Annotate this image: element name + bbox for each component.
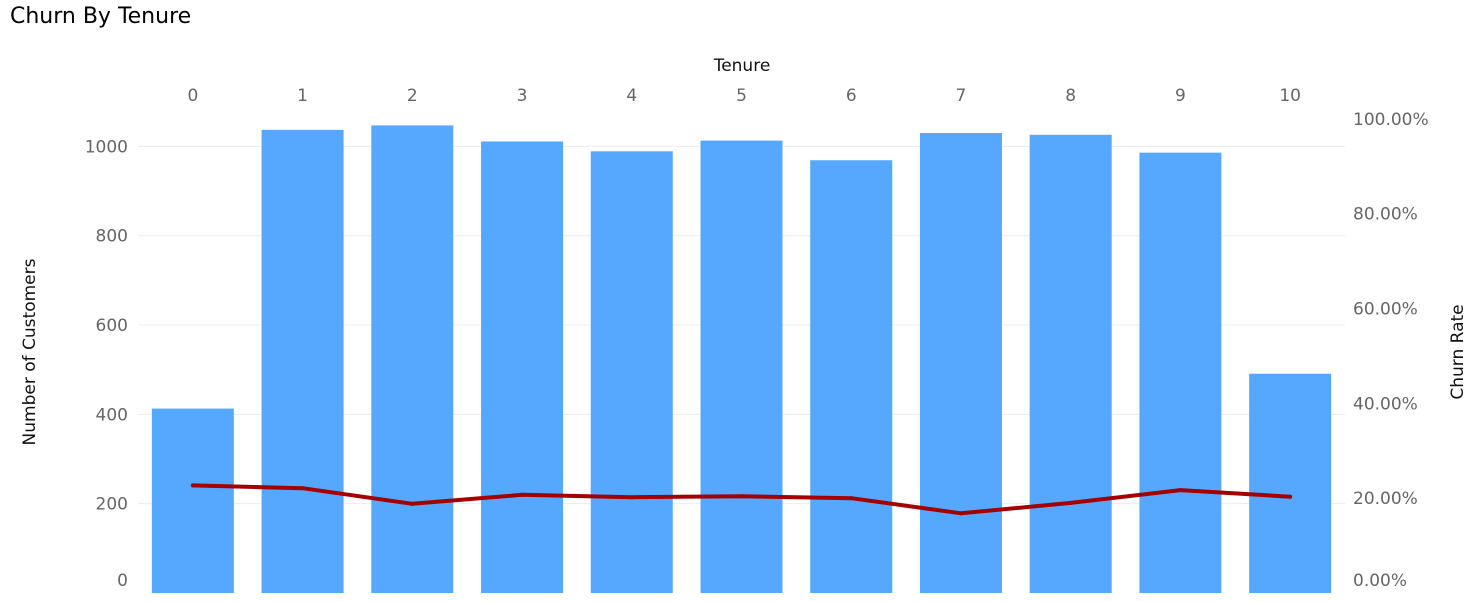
y-tick-label: 1000 <box>85 137 128 157</box>
y2-tick-label: 0.00% <box>1353 571 1407 591</box>
x-tick-label: 3 <box>517 86 528 106</box>
churn-rate-point <box>1178 488 1183 493</box>
bar <box>919 133 1002 593</box>
x-tick-label: 10 <box>1279 86 1301 106</box>
y2-tick-labels: 0.00% 20.00% 40.00% 60.00% 80.00% 100.00% <box>1353 110 1429 591</box>
y-tick-labels: 0 200 400 600 800 1000 <box>85 137 128 591</box>
bar <box>1139 152 1222 593</box>
bar <box>371 125 454 593</box>
y2-tick-label: 100.00% <box>1353 110 1429 130</box>
y2-tick-label: 40.00% <box>1353 394 1418 414</box>
bar <box>481 141 564 593</box>
churn-rate-point <box>1068 500 1073 505</box>
bar <box>1029 134 1112 593</box>
bar <box>590 151 673 594</box>
churn-rate-point <box>958 511 963 516</box>
churn-rate-point <box>300 486 305 491</box>
bar <box>261 129 344 593</box>
bar <box>700 140 783 594</box>
x-tick-label: 2 <box>407 86 418 106</box>
x-axis-title: Tenure <box>713 56 771 76</box>
bars <box>151 125 1332 594</box>
x-tick-label: 8 <box>1065 86 1076 106</box>
y-tick-label: 400 <box>96 405 128 425</box>
y-axis-title: Number of Customers <box>20 258 40 445</box>
x-tick-label: 6 <box>846 86 857 106</box>
y-tick-label: 800 <box>96 227 128 247</box>
churn-rate-point <box>190 483 195 488</box>
y-tick-label: 600 <box>96 316 128 336</box>
churn-rate-point <box>739 494 744 499</box>
x-tick-label: 0 <box>187 86 198 106</box>
y2-tick-label: 80.00% <box>1353 205 1418 225</box>
x-tick-labels: 0 1 2 3 4 5 6 7 8 9 10 <box>187 86 1301 106</box>
x-tick-label: 4 <box>626 86 637 106</box>
x-tick-label: 5 <box>736 86 747 106</box>
churn-rate-point <box>410 501 415 506</box>
y-tick-label: 200 <box>96 495 128 515</box>
churn-rate-point <box>1288 494 1293 499</box>
bar <box>151 408 234 593</box>
churn-rate-point <box>629 495 634 500</box>
x-tick-label: 7 <box>956 86 967 106</box>
churn-rate-point <box>520 492 525 497</box>
y2-tick-label: 60.00% <box>1353 299 1418 319</box>
y-tick-label: 0 <box>117 571 128 591</box>
x-tick-label: 9 <box>1175 86 1186 106</box>
churn-rate-point <box>849 496 854 501</box>
y2-tick-label: 20.00% <box>1353 489 1418 509</box>
bar <box>810 160 893 593</box>
chart-title: Churn By Tenure <box>10 4 192 29</box>
churn-rate-line-group <box>190 483 1293 516</box>
y2-axis-title: Churn Rate <box>1448 304 1468 399</box>
x-tick-label: 1 <box>297 86 308 106</box>
bar <box>1249 373 1332 593</box>
